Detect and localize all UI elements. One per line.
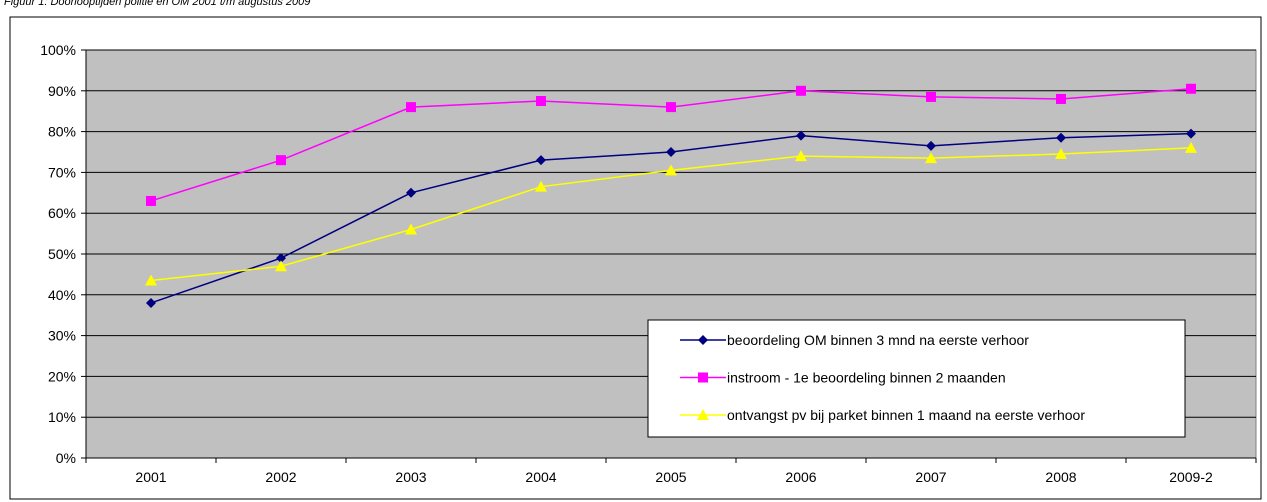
data-point — [535, 180, 547, 192]
legend-box — [647, 319, 1186, 438]
legend-item: instroom - 1e beoordeling binnen 2 maand… — [680, 370, 1006, 386]
y-tick-label: 100% — [40, 42, 76, 58]
legend-item: ontvangst pv bij parket binnen 1 maand n… — [680, 407, 1085, 423]
data-point — [276, 253, 286, 264]
y-tick-label: 10% — [48, 409, 76, 425]
gridlines — [86, 49, 1256, 418]
data-point — [406, 102, 416, 113]
x-tick-label: 2001 — [135, 469, 166, 485]
series-1 — [146, 128, 1196, 308]
x-tick-label: 2006 — [785, 469, 816, 485]
series-3 — [145, 141, 1197, 286]
data-point — [666, 102, 676, 113]
data-point — [276, 155, 286, 166]
y-tick-label: 30% — [48, 328, 76, 344]
axes: 0% 10% 20% 30% 40% 50% 60% 70% 80% 90% 100% 2001 200… — [40, 42, 1257, 485]
data-point — [925, 152, 937, 164]
figure-caption: Figuur 1: Doorlooptijden politie en OM 2… — [4, 0, 311, 8]
data-point — [1186, 83, 1196, 94]
y-tick-label: 90% — [48, 83, 76, 99]
x-tick-label: 2008 — [1045, 469, 1076, 485]
y-tick-label: 60% — [48, 205, 76, 221]
y-tick-label: 40% — [48, 287, 76, 303]
data-point — [665, 164, 677, 176]
data-point — [1185, 141, 1197, 153]
y-tick-label: 80% — [48, 124, 76, 140]
data-point — [145, 274, 157, 286]
data-point — [796, 130, 806, 141]
x-tick-label: 2005 — [655, 469, 686, 485]
legend-marker — [698, 372, 708, 383]
data-point — [795, 150, 807, 162]
data-point — [536, 155, 546, 166]
legend-label: ontvangst pv bij parket binnen 1 maand n… — [727, 407, 1085, 423]
legend: beoordeling OM binnen 3 mnd na eerste ve… — [647, 319, 1186, 438]
data-point — [146, 297, 156, 308]
data-point — [406, 187, 416, 198]
data-point — [666, 147, 676, 157]
data-point — [926, 91, 936, 102]
legend-item: beoordeling OM binnen 3 mnd na eerste ve… — [680, 332, 1029, 348]
x-tick-label: 2009-2 — [1169, 469, 1213, 485]
data-point — [1056, 93, 1066, 104]
legend-label: instroom - 1e beoordeling binnen 2 maand… — [727, 370, 1006, 386]
y-tick-label: 50% — [48, 246, 76, 262]
data-point — [926, 140, 936, 151]
y-tick-label: 20% — [48, 368, 76, 384]
series-layer — [145, 83, 1197, 308]
legend-label: beoordeling OM binnen 3 mnd na eerste ve… — [727, 332, 1029, 348]
data-point — [275, 260, 287, 272]
x-tick-label: 2002 — [265, 469, 296, 485]
data-point — [405, 223, 417, 235]
data-point — [1056, 132, 1066, 143]
series-2 — [146, 83, 1196, 206]
data-point — [536, 96, 546, 106]
legend-marker — [697, 409, 709, 420]
data-point — [146, 195, 156, 206]
x-tick-label: 2003 — [395, 469, 426, 485]
y-tick-label: 70% — [48, 164, 76, 180]
data-point — [1055, 148, 1067, 160]
y-tick-label: 0% — [56, 450, 76, 466]
x-tick-label: 2004 — [525, 469, 556, 485]
data-point — [796, 85, 806, 96]
legend-marker — [698, 335, 708, 345]
data-point — [1186, 128, 1196, 139]
x-tick-label: 2007 — [915, 469, 946, 485]
